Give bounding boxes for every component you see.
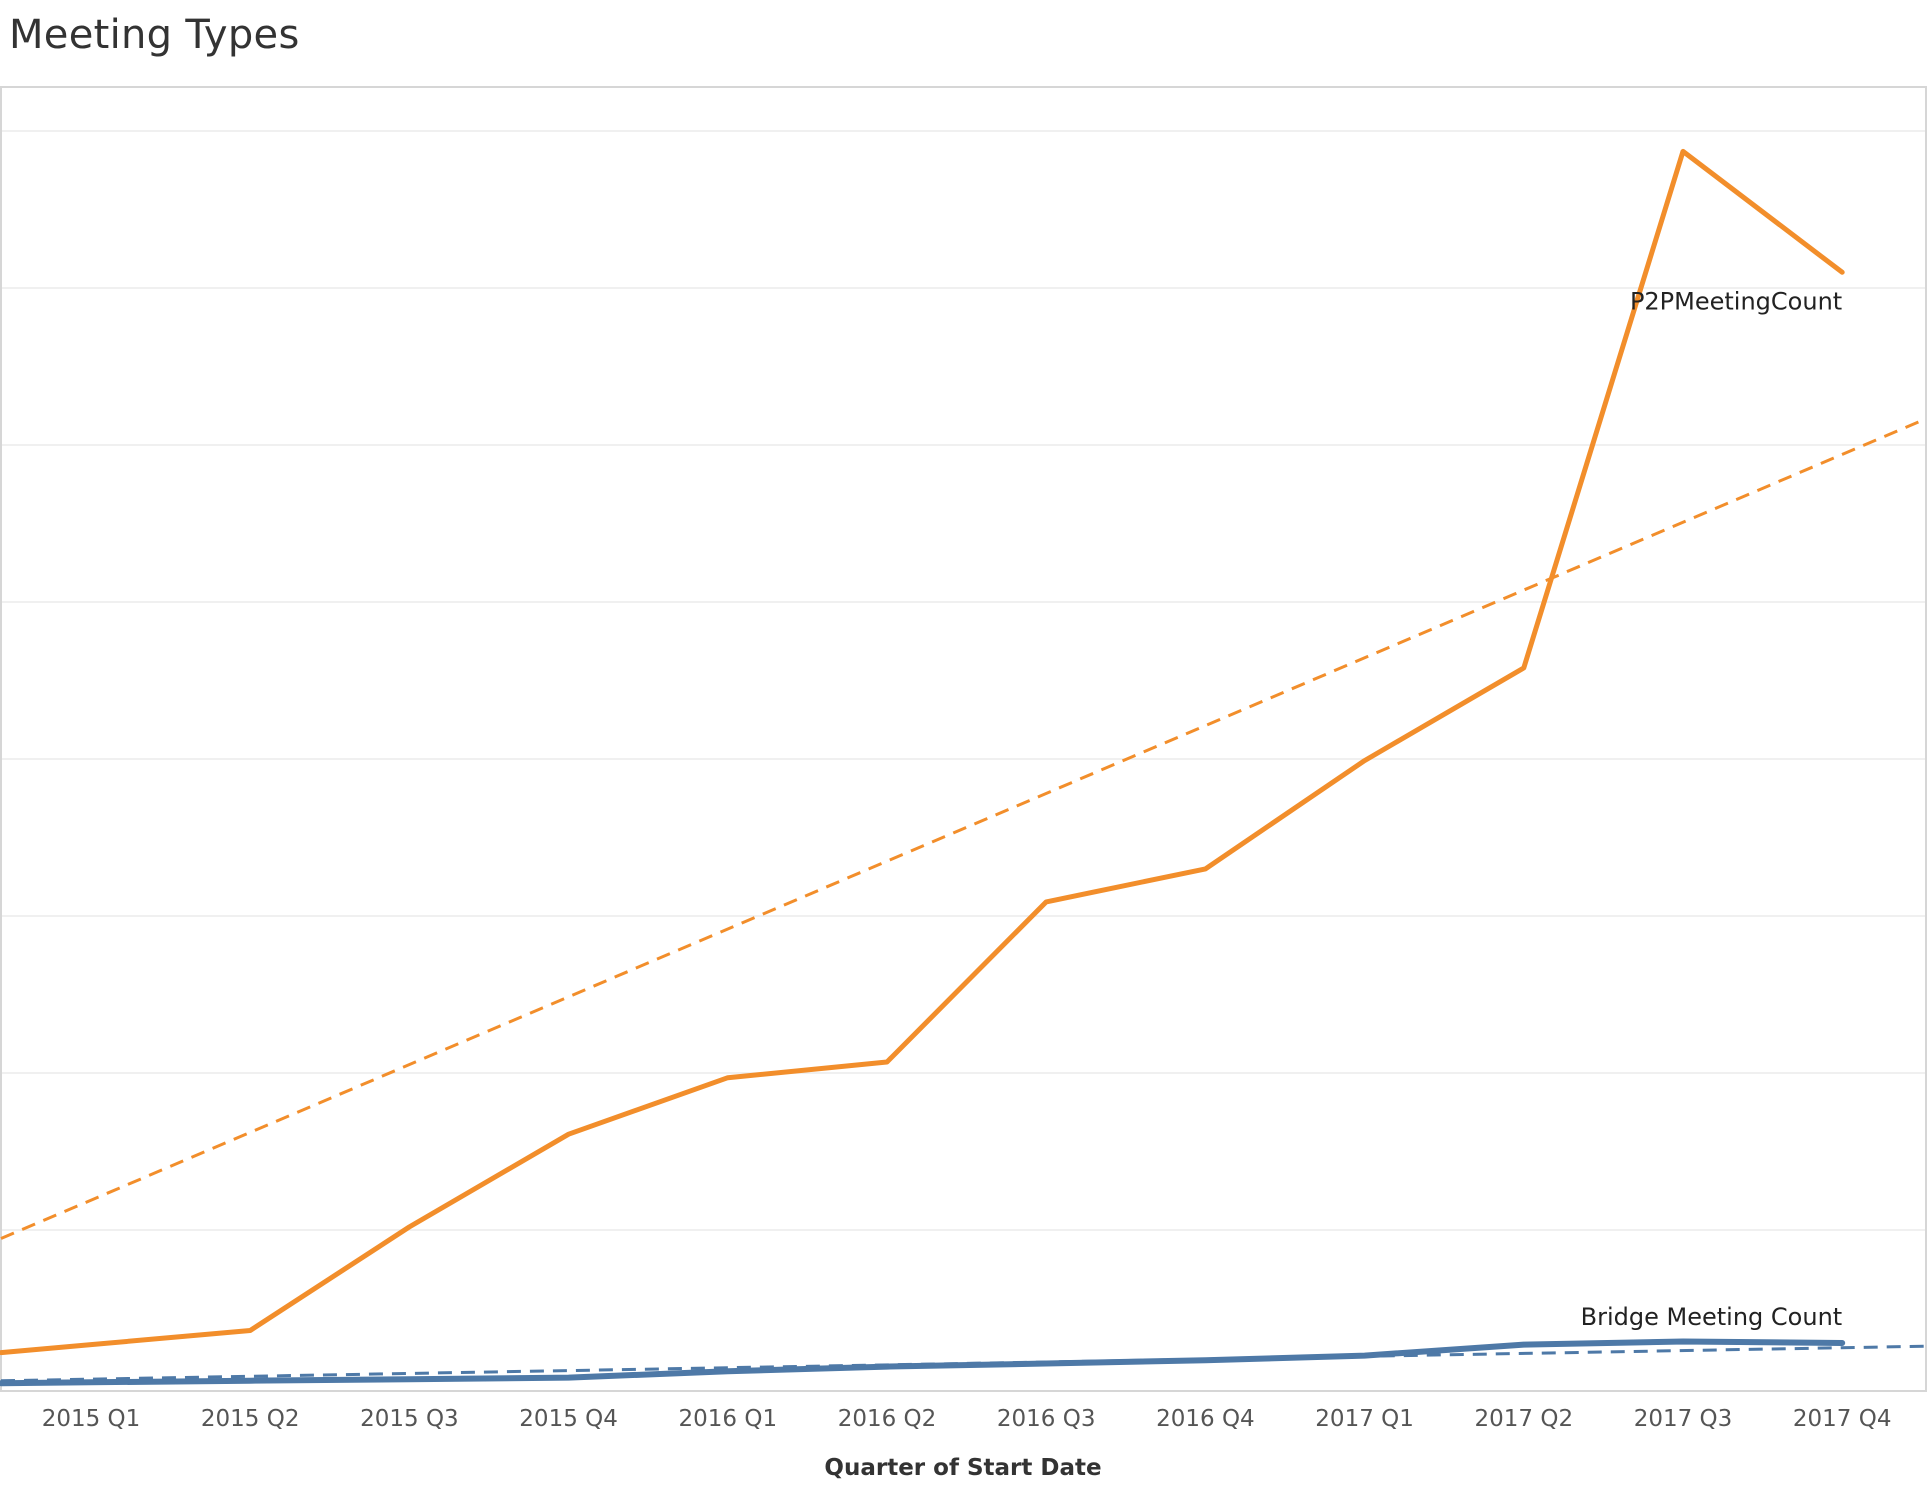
x-tick-label: 2015 Q2 [201, 1406, 300, 1432]
x-tick-label: 2016 Q3 [997, 1406, 1096, 1432]
x-tick-label: 2017 Q3 [1634, 1406, 1733, 1432]
bridge-meeting-count-point [89, 1380, 93, 1384]
x-tick-label: 2016 Q4 [1156, 1406, 1255, 1432]
bridge-meeting-count-point [1681, 1339, 1685, 1343]
bridge-meeting-count-point [1363, 1354, 1367, 1358]
x-axis: 2015 Q1 2015 Q2 2015 Q3 2015 Q4 2016 Q1 2016 … [42, 1406, 1892, 1432]
plot-frame [0, 86, 1927, 1392]
x-tick-label: 2017 Q2 [1475, 1406, 1574, 1432]
bridge-meeting-count-point [407, 1377, 411, 1381]
bridge-meeting-count-point [567, 1376, 571, 1380]
bridge-meeting-count-point [1522, 1343, 1526, 1347]
bridge-meeting-count-point [726, 1369, 730, 1373]
p2pmeetingcount-point [1681, 149, 1685, 153]
p2pmeetingcount-point [89, 1343, 93, 1347]
series-lines [0, 148, 1846, 1387]
p2pmeetingcount-label: P2PMeetingCount [1630, 287, 1842, 315]
p2pmeetingcount-point [407, 1225, 411, 1229]
x-tick-label: 2015 Q4 [519, 1406, 618, 1432]
x-tick-label: 2015 Q3 [360, 1406, 459, 1432]
p2pmeetingcount-trend-line [0, 417, 1927, 1240]
gridlines [1, 130, 1926, 1231]
bridge-meeting-count-label: Bridge Meeting Count [1581, 1303, 1843, 1331]
p2pmeetingcount-point [567, 1132, 571, 1136]
bridge-meeting-count-point [1203, 1358, 1207, 1362]
x-tick-label: 2017 Q4 [1793, 1406, 1892, 1432]
x-tick-label: 2016 Q1 [679, 1406, 778, 1432]
p2pmeetingcount-point [248, 1328, 252, 1332]
p2pmeetingcount-line [0, 148, 1845, 1356]
p2pmeetingcount-point [1363, 759, 1367, 763]
p2pmeetingcount-point [1522, 666, 1526, 670]
trend-lines [0, 417, 1927, 1383]
p2pmeetingcount-point [1044, 900, 1048, 904]
bridge-meeting-count-line [0, 1338, 1846, 1387]
bridge-meeting-count-point [248, 1379, 252, 1383]
p2pmeetingcount-point [1203, 867, 1207, 871]
p2pmeetingcount-point [726, 1076, 730, 1080]
p2pmeetingcount-point [1840, 270, 1844, 274]
p2pmeetingcount-point [885, 1060, 889, 1064]
x-tick-label: 2015 Q1 [42, 1406, 141, 1432]
bridge-meeting-count-point [1840, 1341, 1844, 1345]
x-axis-title: Quarter of Start Date [824, 1455, 1101, 1481]
series-labels: P2PMeetingCount Bridge Meeting Count [1581, 287, 1843, 1331]
x-tick-label: 2017 Q1 [1315, 1406, 1414, 1432]
chart-title: Meeting Types [9, 12, 300, 58]
bridge-meeting-count-point [1044, 1361, 1048, 1365]
x-tick-label: 2016 Q2 [838, 1406, 937, 1432]
bridge-meeting-count-point [885, 1365, 889, 1369]
